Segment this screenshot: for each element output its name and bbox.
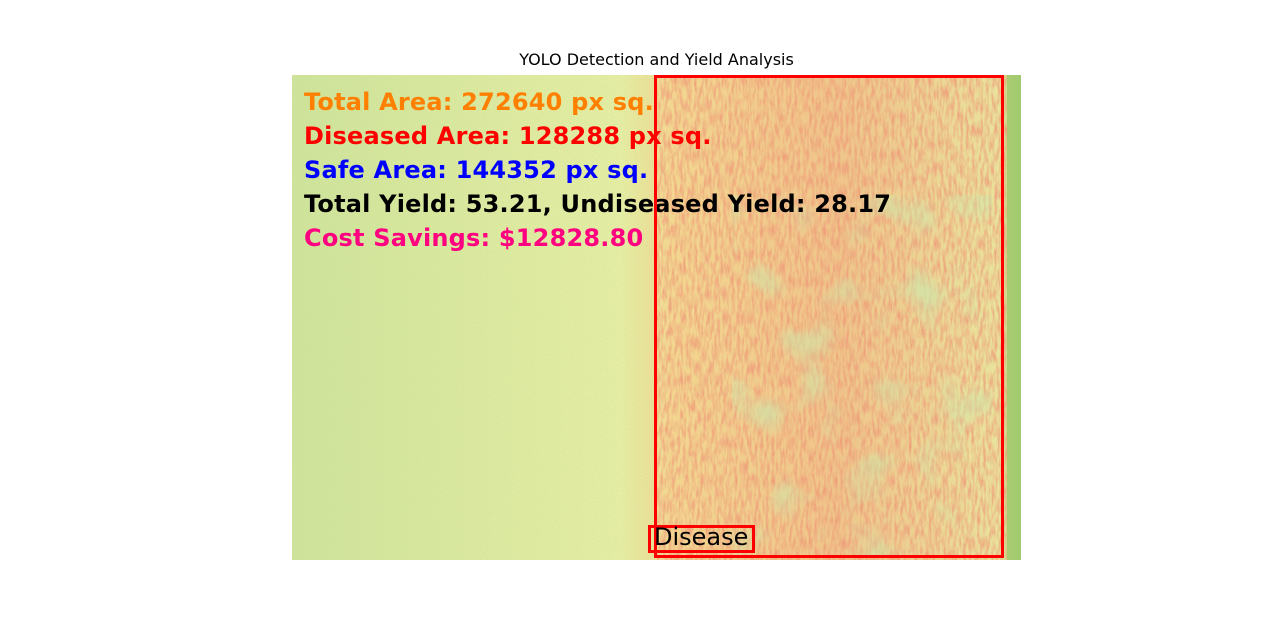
total-area-text: Total Area: 272640 px sq. <box>304 88 654 116</box>
cost-savings-text: Cost Savings: $12828.80 <box>304 224 644 252</box>
detection-bounding-box <box>654 75 1004 558</box>
detection-label-box <box>648 525 755 553</box>
detection-label: Disease <box>654 523 749 551</box>
yield-text: Total Yield: 53.21, Undiseased Yield: 28… <box>304 190 892 218</box>
safe-area-text: Safe Area: 144352 px sq. <box>304 156 649 184</box>
diseased-area-text: Diseased Area: 128288 px sq. <box>304 122 712 150</box>
field-image-panel: Total Area: 272640 px sq. Diseased Area:… <box>292 75 1021 560</box>
figure-title: YOLO Detection and Yield Analysis <box>519 50 794 69</box>
